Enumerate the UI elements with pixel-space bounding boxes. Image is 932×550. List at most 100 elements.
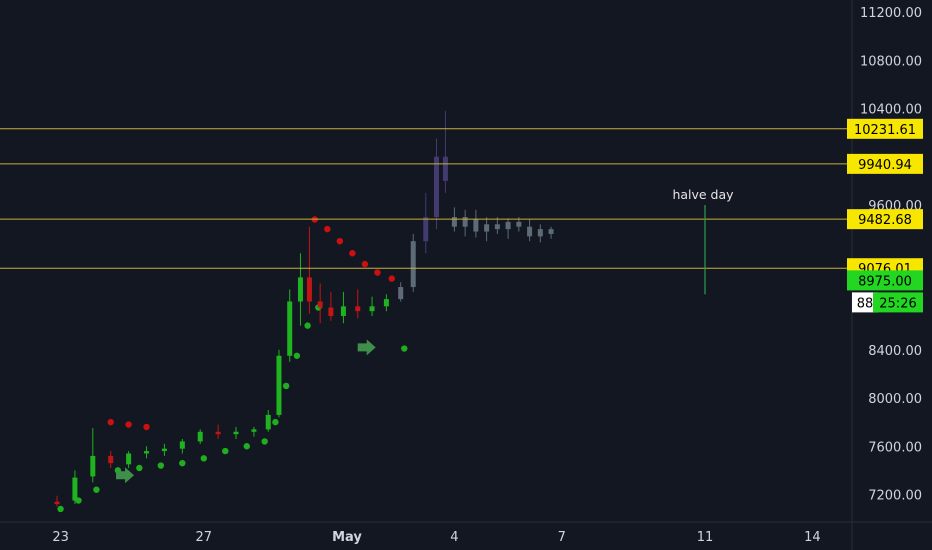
psar-dot-bear [107, 418, 114, 426]
horizontal-levels-layer [0, 128, 852, 269]
signal-arrow-icon [357, 339, 376, 356]
psar-dot-bull [401, 345, 408, 352]
candle-body [383, 299, 389, 307]
annotation-layer: halve day [672, 187, 734, 295]
candle-body [287, 301, 293, 356]
hidden-price-box [852, 292, 878, 313]
psar-dot-bear [388, 275, 395, 282]
candle-body [340, 306, 346, 316]
candle-body [108, 455, 114, 464]
y-tick-label: 7200.00 [868, 489, 922, 504]
psar-dot-bear [125, 421, 132, 428]
countdown-label: 25:26 [879, 296, 916, 311]
candle-body [442, 156, 448, 181]
candle-body [355, 306, 361, 312]
level-label: 10231.61 [854, 123, 916, 138]
x-tick-label: May [332, 530, 362, 545]
candle-body [276, 355, 282, 415]
psar-layer [57, 216, 408, 513]
candle-body [494, 224, 500, 230]
y-tick-label: 10800.00 [860, 54, 922, 69]
plot-background [0, 0, 852, 522]
psar-dot-bull [282, 382, 290, 390]
psar-dot-bear [349, 250, 356, 257]
candle-body [251, 429, 257, 432]
candle-body [451, 217, 457, 227]
psar-dot-bull [179, 459, 186, 467]
level-label-box[interactable] [847, 118, 923, 139]
hidden-price-fragment: 88 [857, 296, 874, 311]
candle-body [306, 277, 312, 302]
candle-body [462, 217, 468, 227]
psar-dot-bear [336, 237, 344, 245]
arrows-layer [116, 339, 376, 484]
candle-body [215, 431, 221, 435]
level-label: 9482.68 [858, 213, 912, 228]
psar-dot-bull [261, 438, 268, 445]
candle-body [54, 501, 60, 505]
psar-dot-bear [361, 260, 369, 268]
candle-body [537, 229, 543, 237]
candle-body [233, 431, 239, 435]
candle-body [90, 455, 96, 477]
candle-body [516, 221, 522, 227]
psar-dot-bull [157, 462, 165, 469]
time-axis: 23 27 May 4 7 11 14 [52, 530, 820, 545]
candle-body [423, 217, 429, 242]
candle-body [179, 441, 185, 449]
candle-body [548, 229, 554, 234]
psar-dot-bull [243, 443, 250, 450]
x-tick-label: 11 [697, 530, 714, 545]
psar-dot-bull [93, 486, 100, 493]
candle-body [297, 277, 303, 302]
x-tick-label: 7 [558, 530, 566, 545]
candle-body [473, 219, 479, 232]
y-tick-label: 7600.00 [868, 440, 922, 455]
signal-arrow-icon [116, 467, 135, 484]
candle-body [410, 241, 416, 288]
psar-dot-bear [374, 269, 381, 276]
psar-dot-bull [200, 455, 207, 462]
x-tick-label: 14 [804, 530, 821, 545]
x-tick-label: 23 [52, 530, 69, 545]
candle-body [484, 224, 490, 232]
x-tick-label: 4 [450, 530, 458, 545]
candle-body [398, 287, 404, 300]
current-price-box[interactable] [847, 270, 923, 291]
psar-dot-bull [272, 418, 279, 426]
candle-body [434, 156, 439, 218]
psar-dot-bull [136, 464, 143, 472]
psar-dot-bear [143, 423, 150, 431]
halve-day-label: halve day [672, 187, 734, 202]
psar-dot-bull [293, 352, 301, 359]
candle-body [317, 301, 323, 308]
level-label-box[interactable] [847, 153, 923, 174]
psar-dot-bear [324, 225, 331, 233]
candle-body [197, 431, 203, 442]
candle-body [527, 226, 533, 237]
candle-body [369, 306, 375, 312]
psar-dot-bull [222, 447, 229, 455]
current-price-layer: 8975.00 88 25:26 [847, 270, 923, 313]
candle-body [72, 477, 78, 501]
y-tick-label: 8400.00 [868, 344, 922, 359]
candle-body [126, 453, 132, 465]
psar-dot-bull [57, 505, 64, 513]
candle-body [161, 448, 167, 452]
psar-dot-bull [304, 322, 311, 329]
price-axis: 7200.007600.008000.008400.009600.0010400… [860, 6, 922, 504]
level-label: 9940.94 [858, 158, 912, 173]
y-tick-label: 8000.00 [868, 392, 922, 407]
current-price-label: 8975.00 [858, 274, 912, 289]
y-tick-label: 11200.00 [860, 6, 922, 21]
countdown-box [873, 292, 923, 313]
x-tick-label: 27 [196, 530, 213, 545]
y-tick-label: 10400.00 [860, 103, 922, 118]
candle-body [265, 414, 271, 430]
candle-body [328, 307, 334, 316]
candles-layer [54, 110, 554, 507]
candle-body [144, 451, 150, 454]
level-label-box[interactable] [847, 209, 923, 230]
